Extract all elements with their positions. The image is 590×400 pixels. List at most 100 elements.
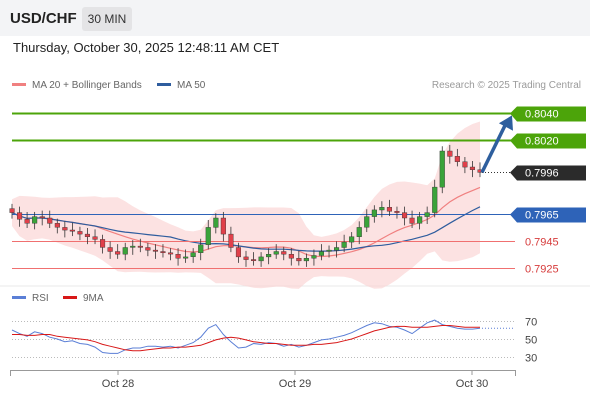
candle-body (318, 251, 325, 256)
candle-body (228, 233, 234, 248)
legend-ma50-label: MA 50 (177, 80, 206, 91)
rsi-tick-label: 50 (525, 335, 537, 347)
resistance-tag-pointer (510, 133, 517, 149)
resistance-level-label: 0.8040 (525, 109, 559, 121)
pivot-level-tag (517, 207, 586, 223)
pivot-tag-pointer (510, 207, 517, 223)
candle-body (303, 258, 309, 262)
candle-body (145, 247, 151, 251)
forecast-arrow-shaft (480, 122, 508, 174)
rsi-ma-line (12, 325, 480, 352)
candle-body (402, 212, 408, 219)
support-level-label: 0.7925 (525, 264, 559, 276)
candle-body (462, 161, 468, 168)
candle-body (183, 256, 189, 259)
candle-body (167, 252, 174, 255)
candle-body (175, 253, 181, 259)
copyright-text: Research © 2025 Trading Central (431, 80, 581, 91)
candle-body (213, 217, 219, 228)
candle-body (250, 259, 257, 261)
candle-body (281, 251, 287, 255)
candle-body (84, 233, 90, 238)
candle-body (349, 236, 355, 243)
candle-body (99, 239, 106, 248)
candle-body (54, 223, 60, 228)
candle-body (130, 245, 136, 248)
candle-body (137, 245, 143, 248)
support-level-label: 0.7945 (525, 237, 559, 249)
candle-body (379, 207, 385, 211)
header-bar: USD/CHF 30 MIN (0, 0, 590, 36)
resistance-level-tag (517, 106, 586, 122)
symbol-label: USD/CHF (10, 10, 77, 27)
forecast-arrow-head (498, 115, 513, 131)
candle-body (39, 216, 45, 219)
report-datetime: Thursday, October 30, 2025 12:48:11 AM C… (13, 40, 280, 55)
candle-body (447, 150, 453, 157)
candle-body (273, 251, 279, 255)
candle-body (77, 231, 83, 235)
candle-body (190, 252, 196, 258)
candle-body (160, 251, 166, 253)
current-tag-pointer (510, 165, 517, 181)
candle-body (266, 253, 272, 258)
candle-body (47, 217, 53, 224)
candle-body (469, 166, 476, 170)
timeframe-button[interactable]: 30 MIN (82, 7, 132, 31)
resistance-level-tag (517, 133, 586, 149)
x-tick-label: Oct 30 (456, 378, 488, 390)
candle-body (152, 249, 159, 252)
legend-9ma-label: 9MA (83, 293, 104, 304)
rsi-tick-label: 30 (525, 353, 537, 365)
candle-body (409, 217, 415, 224)
9ma-swatch (63, 295, 77, 299)
legend-ma20-label: MA 20 + Bollinger Bands (32, 80, 142, 91)
x-tick-label: Oct 28 (102, 378, 134, 390)
candle-body (424, 212, 430, 217)
candle-body (32, 216, 38, 224)
candle-body (17, 212, 23, 220)
legend-rsi: RSI (12, 293, 49, 304)
candle-body (69, 229, 75, 232)
candle-body (341, 241, 347, 248)
current-level-label: 0.7996 (525, 168, 559, 180)
candle-body (9, 208, 15, 213)
candle-body (432, 186, 438, 213)
candle-body (454, 156, 460, 162)
candle-body (326, 249, 332, 252)
candle-body (296, 258, 302, 262)
candle-body (356, 227, 362, 237)
candle-body (364, 216, 370, 228)
legend-rsi-label: RSI (32, 293, 49, 304)
candle-body (288, 253, 294, 259)
candle-body (258, 256, 264, 262)
legend-ma50: MA 50 (157, 80, 205, 91)
current-level-tag (517, 165, 586, 181)
candle-body (198, 244, 204, 254)
ma20-swatch (12, 82, 26, 86)
rsi-line (11, 319, 481, 354)
resistance-level-label: 0.8020 (525, 136, 559, 148)
candle-body (107, 247, 113, 252)
candle-body (311, 255, 317, 259)
candle-body (62, 227, 68, 231)
candle-body (115, 251, 121, 255)
legend-9ma: 9MA (63, 293, 104, 304)
candle-body (439, 150, 445, 188)
pivot-level-label: 0.7965 (525, 210, 559, 222)
candle-body (235, 247, 242, 258)
candle-body (394, 211, 400, 213)
rsi-tick-label: 70 (525, 317, 537, 329)
x-tick-label: Oct 29 (279, 378, 311, 390)
candle-body (334, 247, 340, 251)
rsi-swatch (12, 295, 26, 299)
candle-body (386, 207, 393, 212)
candle-body (122, 247, 128, 255)
candle-body (92, 236, 98, 240)
legend-ma20: MA 20 + Bollinger Bands (12, 80, 142, 91)
candle-body (220, 217, 226, 235)
candle-body (371, 209, 377, 217)
candle-body (417, 216, 423, 224)
candle-body (24, 219, 30, 224)
